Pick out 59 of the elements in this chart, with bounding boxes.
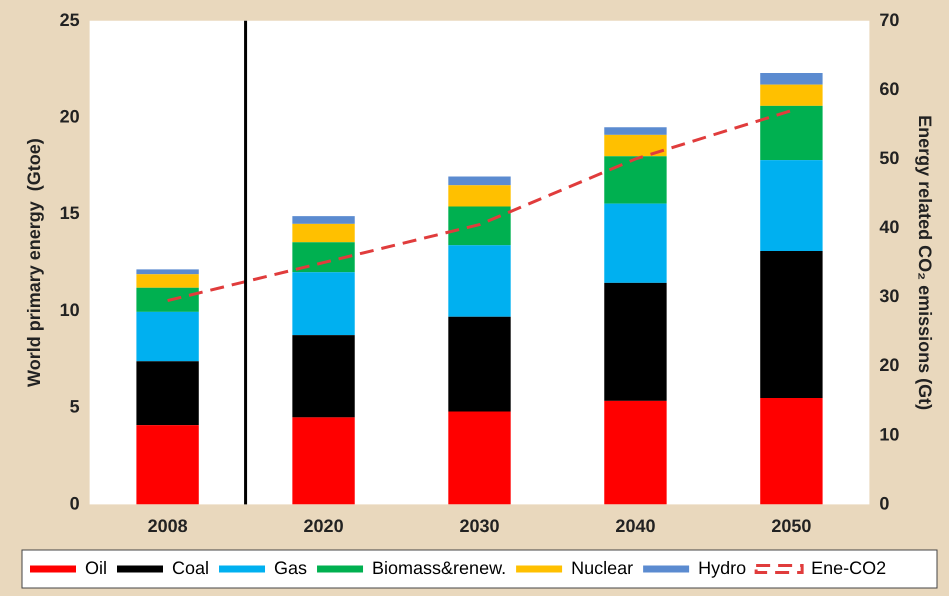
y-tick-label: 20 (60, 106, 80, 126)
x-tick-label: 2020 (304, 516, 344, 536)
bar (292, 272, 355, 336)
bar (292, 417, 355, 504)
bar (136, 361, 199, 426)
y-tick-label: 0 (70, 493, 80, 514)
bar (448, 176, 511, 186)
bar (136, 425, 199, 504)
bar (448, 412, 511, 504)
legend-label: Nuclear (571, 558, 634, 578)
bar (760, 106, 823, 160)
y2-tick-label: 50 (879, 148, 900, 168)
bar (448, 316, 511, 412)
legend-label: Biomass&renew. (372, 558, 506, 578)
bar (604, 204, 667, 283)
y-tick-label: 15 (60, 203, 80, 224)
y-tick-label: 10 (60, 300, 80, 320)
y2-tick-label: 10 (879, 424, 900, 444)
bar (604, 134, 667, 156)
y2-tick-label: 60 (879, 78, 900, 99)
bar (448, 206, 511, 246)
bar (292, 242, 355, 272)
bar (292, 335, 355, 418)
y-tick-label: 25 (60, 10, 80, 30)
bar (448, 245, 511, 317)
x-tick-label: 2050 (771, 516, 812, 536)
bar (760, 250, 823, 398)
y-tick-label: 5 (70, 396, 80, 417)
bar (760, 160, 823, 251)
x-tick-label: 2040 (615, 516, 656, 536)
bar (292, 224, 355, 242)
bar (448, 185, 511, 207)
legend-label: Ene-CO2 (811, 558, 886, 578)
legend-label: Gas (274, 558, 308, 578)
y2-tick-label: 70 (879, 10, 900, 30)
bar (136, 312, 199, 362)
legend-label: Coal (172, 558, 210, 578)
bar (604, 156, 667, 204)
bar (604, 400, 667, 504)
bar (136, 269, 199, 274)
bar (760, 73, 823, 85)
y2-tick-label: 0 (879, 493, 890, 514)
y-axis-title: World primary energy (Gtoe) (24, 138, 44, 387)
bar (136, 274, 199, 288)
x-tick-label: 2008 (148, 516, 188, 536)
line-series (166, 109, 793, 302)
bar (136, 288, 199, 312)
bar (604, 127, 667, 135)
bar (292, 216, 355, 224)
y2-axis-title: Energy related CO₂ emissions (Gt) (915, 115, 936, 410)
bar (604, 282, 667, 401)
legend-label: Oil (85, 558, 107, 578)
legend-label: Hydro (698, 558, 746, 578)
y2-tick-label: 40 (879, 217, 900, 238)
bar (760, 84, 823, 106)
bar (760, 398, 823, 504)
y2-tick-label: 30 (879, 286, 900, 306)
x-tick-label: 2030 (459, 516, 500, 536)
y2-tick-label: 20 (879, 355, 900, 376)
